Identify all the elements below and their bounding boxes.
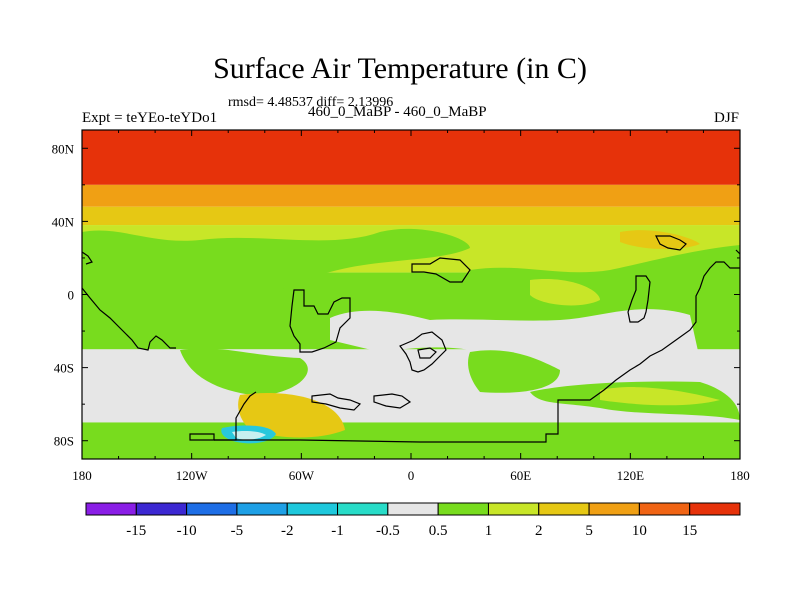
coastline bbox=[373, 393, 412, 409]
colorbar-swatch bbox=[437, 502, 489, 516]
season-label: DJF bbox=[714, 110, 740, 126]
x-tick-label: 180 bbox=[730, 468, 750, 483]
colorbar-label: 0.5 bbox=[429, 523, 448, 539]
x-tick-label: 60W bbox=[289, 468, 315, 483]
y-axis: 80N 40N 0 40S 80S bbox=[52, 141, 740, 449]
lat-band bbox=[82, 130, 740, 185]
lightblue-anomaly-region bbox=[232, 431, 266, 440]
experiment-label: Expt = teYEo-teYDo1 bbox=[82, 110, 218, 126]
colorbar-label: 5 bbox=[585, 523, 593, 539]
coastline bbox=[289, 289, 351, 353]
x-tick-label: 120W bbox=[176, 468, 209, 483]
x-tick-label: 120E bbox=[617, 468, 645, 483]
colorbar-swatch bbox=[689, 502, 741, 516]
colorbar-swatch bbox=[337, 502, 389, 516]
colorbar-swatch bbox=[588, 502, 640, 516]
x-axis: 180 120W 60W 0 60E 120E 180 bbox=[72, 130, 750, 483]
colorbar-swatch bbox=[85, 502, 137, 516]
warm-anomaly-region bbox=[238, 393, 345, 438]
y-tick-label: 80S bbox=[54, 434, 74, 449]
yellow-anomaly-region bbox=[600, 387, 720, 406]
coastline bbox=[417, 347, 437, 359]
lat-band bbox=[82, 206, 740, 226]
green-anomaly-region bbox=[82, 228, 470, 312]
colorbar-swatch bbox=[135, 502, 188, 516]
colorbar-label: -2 bbox=[281, 523, 294, 539]
colorbar-label: 1 bbox=[485, 523, 493, 539]
colorbar-label: -15 bbox=[126, 523, 146, 539]
coastline bbox=[655, 235, 687, 251]
colorbar-label: -1 bbox=[331, 523, 344, 539]
colorbar-label: 10 bbox=[632, 523, 647, 539]
coastline bbox=[82, 251, 93, 265]
yellow-anomaly-region bbox=[530, 279, 600, 306]
colorbar-swatch bbox=[487, 502, 540, 516]
chart-subtitle: 460_0_MaBP - 460_0_MaBP bbox=[308, 104, 487, 120]
lat-band bbox=[82, 422, 740, 459]
x-tick-label: 180 bbox=[72, 468, 92, 483]
stats-line: rmsd= 4.48537 diff= 2.13996 bbox=[228, 95, 394, 110]
white-region bbox=[330, 309, 700, 360]
colorbar-swatch bbox=[286, 502, 339, 516]
map-field-layer bbox=[82, 130, 740, 459]
lat-band bbox=[82, 184, 740, 207]
colorbar-label: -5 bbox=[231, 523, 244, 539]
colorbar-label: 15 bbox=[682, 523, 697, 539]
coastline bbox=[311, 393, 362, 411]
x-tick-label: 0 bbox=[408, 468, 415, 483]
chart-title: Surface Air Temperature (in C) bbox=[213, 52, 587, 85]
colorbar-label: -0.5 bbox=[376, 523, 400, 539]
y-tick-label: 40S bbox=[54, 361, 74, 376]
coastline bbox=[82, 287, 176, 351]
y-tick-label: 80N bbox=[52, 141, 75, 156]
coastline bbox=[189, 433, 215, 441]
coastline bbox=[627, 275, 651, 323]
coastline bbox=[735, 249, 740, 255]
colorbar-label: -10 bbox=[177, 523, 197, 539]
y-tick-label: 40N bbox=[52, 214, 75, 229]
colorbar-swatch bbox=[638, 502, 691, 516]
colorbar: -15 -10 -5 -2 -1 -0.5 0.5 1 2 5 10 15 bbox=[85, 502, 741, 539]
orange-anomaly-region bbox=[620, 230, 700, 250]
colorbar-label: 2 bbox=[535, 523, 543, 539]
colorbar-swatch bbox=[186, 502, 238, 516]
coastline bbox=[411, 257, 471, 283]
green-anomaly-region bbox=[468, 350, 560, 393]
green-anomaly-region bbox=[180, 348, 308, 396]
coastline bbox=[214, 261, 740, 443]
colorbar-swatch bbox=[236, 502, 288, 516]
colorbar-swatch bbox=[387, 502, 439, 516]
colorbar-swatch bbox=[538, 502, 590, 516]
y-tick-label: 0 bbox=[68, 288, 75, 303]
x-tick-label: 60E bbox=[510, 468, 531, 483]
coastline bbox=[399, 331, 447, 373]
